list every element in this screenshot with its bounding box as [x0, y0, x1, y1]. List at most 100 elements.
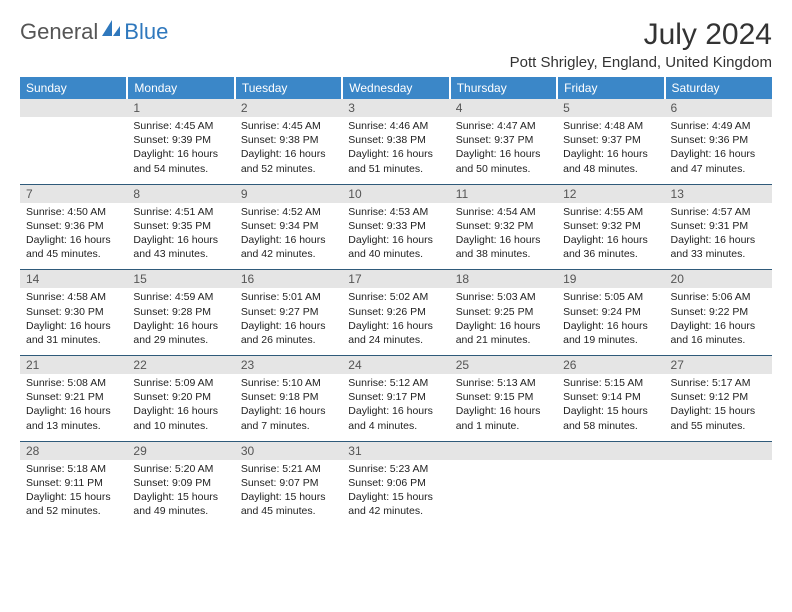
calendar-table: Sunday Monday Tuesday Wednesday Thursday…: [20, 77, 772, 526]
day-number: [557, 442, 664, 460]
day-detail-line: and 54 minutes.: [133, 162, 228, 176]
day-detail-line: and 1 minute.: [456, 419, 551, 433]
day-detail-line: and 45 minutes.: [26, 247, 121, 261]
day-detail-line: Daylight: 15 hours: [26, 490, 121, 504]
day-detail-line: Daylight: 15 hours: [671, 404, 766, 418]
day-details: Sunrise: 4:52 AMSunset: 9:34 PMDaylight:…: [235, 203, 342, 270]
day-detail-line: Sunrise: 5:23 AM: [348, 462, 443, 476]
day-detail-line: Sunrise: 5:21 AM: [241, 462, 336, 476]
day-detail-line: Daylight: 16 hours: [133, 319, 228, 333]
weekday-header: Monday: [127, 77, 234, 99]
day-detail-line: and 42 minutes.: [241, 247, 336, 261]
day-number: 19: [557, 270, 664, 288]
day-detail-line: Sunset: 9:21 PM: [26, 390, 121, 404]
day-detail-line: Daylight: 15 hours: [241, 490, 336, 504]
day-detail-line: Daylight: 16 hours: [563, 147, 658, 161]
calendar-day-cell: 17Sunrise: 5:02 AMSunset: 9:26 PMDayligh…: [342, 270, 449, 356]
day-details: Sunrise: 4:45 AMSunset: 9:38 PMDaylight:…: [235, 117, 342, 184]
day-details: Sunrise: 5:17 AMSunset: 9:12 PMDaylight:…: [665, 374, 772, 441]
day-number: 4: [450, 99, 557, 117]
day-details: Sunrise: 5:12 AMSunset: 9:17 PMDaylight:…: [342, 374, 449, 441]
day-detail-line: Sunrise: 5:05 AM: [563, 290, 658, 304]
calendar-day-cell: 2Sunrise: 4:45 AMSunset: 9:38 PMDaylight…: [235, 99, 342, 184]
day-detail-line: and 16 minutes.: [671, 333, 766, 347]
day-detail-line: and 19 minutes.: [563, 333, 658, 347]
calendar-day-cell: 19Sunrise: 5:05 AMSunset: 9:24 PMDayligh…: [557, 270, 664, 356]
day-details: Sunrise: 4:57 AMSunset: 9:31 PMDaylight:…: [665, 203, 772, 270]
calendar-day-cell: 15Sunrise: 4:59 AMSunset: 9:28 PMDayligh…: [127, 270, 234, 356]
calendar-day-cell: [557, 441, 664, 526]
day-details: Sunrise: 5:13 AMSunset: 9:15 PMDaylight:…: [450, 374, 557, 441]
day-detail-line: Sunrise: 4:54 AM: [456, 205, 551, 219]
day-detail-line: Sunset: 9:06 PM: [348, 476, 443, 490]
day-details: Sunrise: 5:05 AMSunset: 9:24 PMDaylight:…: [557, 288, 664, 355]
day-detail-line: Sunrise: 4:48 AM: [563, 119, 658, 133]
day-number: 13: [665, 185, 772, 203]
day-number: 16: [235, 270, 342, 288]
day-detail-line: Sunrise: 4:46 AM: [348, 119, 443, 133]
day-detail-line: Sunset: 9:26 PM: [348, 305, 443, 319]
day-details: [557, 460, 664, 522]
day-detail-line: and 38 minutes.: [456, 247, 551, 261]
day-detail-line: Sunrise: 4:45 AM: [133, 119, 228, 133]
day-number: 15: [127, 270, 234, 288]
day-detail-line: Sunset: 9:14 PM: [563, 390, 658, 404]
calendar-day-cell: 7Sunrise: 4:50 AMSunset: 9:36 PMDaylight…: [20, 184, 127, 270]
day-detail-line: Sunrise: 4:51 AM: [133, 205, 228, 219]
day-number: 31: [342, 442, 449, 460]
day-details: Sunrise: 5:10 AMSunset: 9:18 PMDaylight:…: [235, 374, 342, 441]
day-number: 10: [342, 185, 449, 203]
day-detail-line: Sunrise: 4:47 AM: [456, 119, 551, 133]
day-detail-line: and 45 minutes.: [241, 504, 336, 518]
day-number: 18: [450, 270, 557, 288]
calendar-day-cell: 11Sunrise: 4:54 AMSunset: 9:32 PMDayligh…: [450, 184, 557, 270]
title-block: July 2024 Pott Shrigley, England, United…: [510, 18, 772, 77]
day-detail-line: Sunrise: 4:58 AM: [26, 290, 121, 304]
day-detail-line: Sunset: 9:35 PM: [133, 219, 228, 233]
day-detail-line: Daylight: 16 hours: [671, 233, 766, 247]
day-detail-line: Sunset: 9:18 PM: [241, 390, 336, 404]
day-detail-line: Daylight: 16 hours: [26, 404, 121, 418]
day-detail-line: Sunset: 9:37 PM: [563, 133, 658, 147]
day-detail-line: Sunrise: 4:49 AM: [671, 119, 766, 133]
day-number: [450, 442, 557, 460]
day-detail-line: Daylight: 16 hours: [563, 319, 658, 333]
brand-sail-icon: [100, 18, 122, 45]
day-detail-line: and 47 minutes.: [671, 162, 766, 176]
day-detail-line: Sunset: 9:22 PM: [671, 305, 766, 319]
day-details: Sunrise: 5:03 AMSunset: 9:25 PMDaylight:…: [450, 288, 557, 355]
day-detail-line: and 51 minutes.: [348, 162, 443, 176]
header: General Blue July 2024 Pott Shrigley, En…: [20, 18, 772, 77]
day-detail-line: and 21 minutes.: [456, 333, 551, 347]
day-detail-line: Daylight: 16 hours: [348, 147, 443, 161]
day-details: Sunrise: 5:08 AMSunset: 9:21 PMDaylight:…: [20, 374, 127, 441]
day-detail-line: Sunset: 9:36 PM: [671, 133, 766, 147]
day-number: 5: [557, 99, 664, 117]
brand-text-2: Blue: [124, 22, 168, 42]
day-details: Sunrise: 4:51 AMSunset: 9:35 PMDaylight:…: [127, 203, 234, 270]
day-detail-line: and 52 minutes.: [26, 504, 121, 518]
day-details: Sunrise: 5:18 AMSunset: 9:11 PMDaylight:…: [20, 460, 127, 527]
day-details: Sunrise: 4:53 AMSunset: 9:33 PMDaylight:…: [342, 203, 449, 270]
calendar-day-cell: [665, 441, 772, 526]
day-number: 22: [127, 356, 234, 374]
day-detail-line: Sunset: 9:38 PM: [348, 133, 443, 147]
day-details: [450, 460, 557, 522]
day-number: 11: [450, 185, 557, 203]
day-detail-line: Sunset: 9:20 PM: [133, 390, 228, 404]
location-subtitle: Pott Shrigley, England, United Kingdom: [510, 54, 772, 71]
day-detail-line: and 36 minutes.: [563, 247, 658, 261]
day-detail-line: Sunrise: 4:55 AM: [563, 205, 658, 219]
day-details: Sunrise: 5:21 AMSunset: 9:07 PMDaylight:…: [235, 460, 342, 527]
day-number: [665, 442, 772, 460]
calendar-day-cell: 27Sunrise: 5:17 AMSunset: 9:12 PMDayligh…: [665, 356, 772, 442]
day-detail-line: Daylight: 15 hours: [563, 404, 658, 418]
day-detail-line: Daylight: 16 hours: [133, 233, 228, 247]
calendar-day-cell: 9Sunrise: 4:52 AMSunset: 9:34 PMDaylight…: [235, 184, 342, 270]
day-number: 23: [235, 356, 342, 374]
calendar-week-row: 1Sunrise: 4:45 AMSunset: 9:39 PMDaylight…: [20, 99, 772, 184]
weekday-header: Friday: [557, 77, 664, 99]
day-detail-line: and 55 minutes.: [671, 419, 766, 433]
day-detail-line: Daylight: 16 hours: [241, 147, 336, 161]
day-detail-line: and 31 minutes.: [26, 333, 121, 347]
